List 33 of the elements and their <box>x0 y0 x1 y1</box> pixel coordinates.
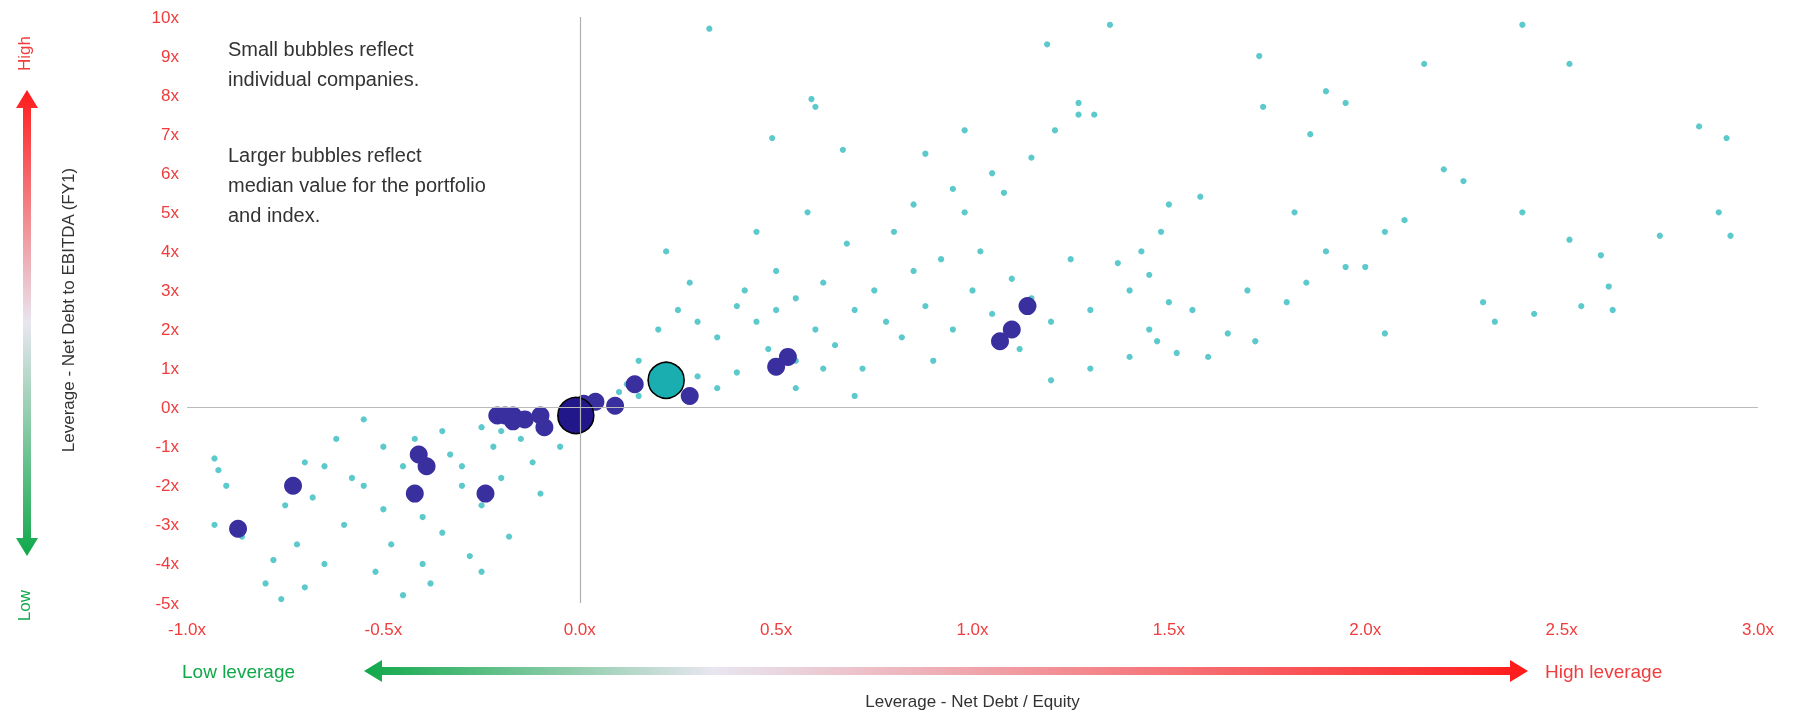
text: High leverage <box>1545 660 1663 682</box>
y-tick-label: -1x <box>155 437 180 457</box>
y-tick-label: 5x <box>161 202 180 222</box>
text: High <box>14 35 34 71</box>
x-tick-label: 0.0x <box>563 620 597 639</box>
x-tick-label: 2.0x <box>1349 620 1382 639</box>
y-tick-label: 7x <box>161 124 180 144</box>
y-tick-label: 4x <box>161 241 180 261</box>
x-tick-label: 2.5x <box>1545 620 1579 639</box>
y-tick-label: 3x <box>161 280 180 300</box>
y-tick-label: 6x <box>161 163 180 183</box>
annotation: Larger bubbles reflect median value for the portfolio and index. <box>228 144 486 226</box>
x-tick-label: 1.5x <box>1152 620 1186 639</box>
y-tick-label: -5x <box>155 593 180 613</box>
y-tick-label: 8x <box>161 85 180 105</box>
x-tick-label: 3.0x <box>1741 620 1775 639</box>
text: Low leverage <box>182 660 296 682</box>
y-tick-label: -4x <box>155 554 180 574</box>
y-tick-label: 2x <box>161 320 180 340</box>
y-tick-label: 1x <box>161 359 180 379</box>
y-tick-label: 9x <box>161 46 180 66</box>
y-tick-label: 0x <box>161 398 180 418</box>
x-tick-label: -0.5x <box>364 620 403 639</box>
x-tick-label: 0.5x <box>760 620 793 639</box>
text: Low <box>14 589 34 622</box>
x-axis-title: Leverage - Net Debt / Equity <box>865 692 1081 711</box>
y-tick-label: 10x <box>151 7 180 27</box>
y-tick-label: -3x <box>155 515 180 535</box>
x-tick-label: 1.0x <box>956 620 990 639</box>
x-tick-label: -1.0x <box>168 620 207 639</box>
y-axis-title: Leverage - Net Debt to EBITDA (FY1) <box>59 167 78 453</box>
annotation: Small bubbles reflect individual companies. <box>228 38 420 90</box>
y-tick-label: -2x <box>155 476 180 496</box>
